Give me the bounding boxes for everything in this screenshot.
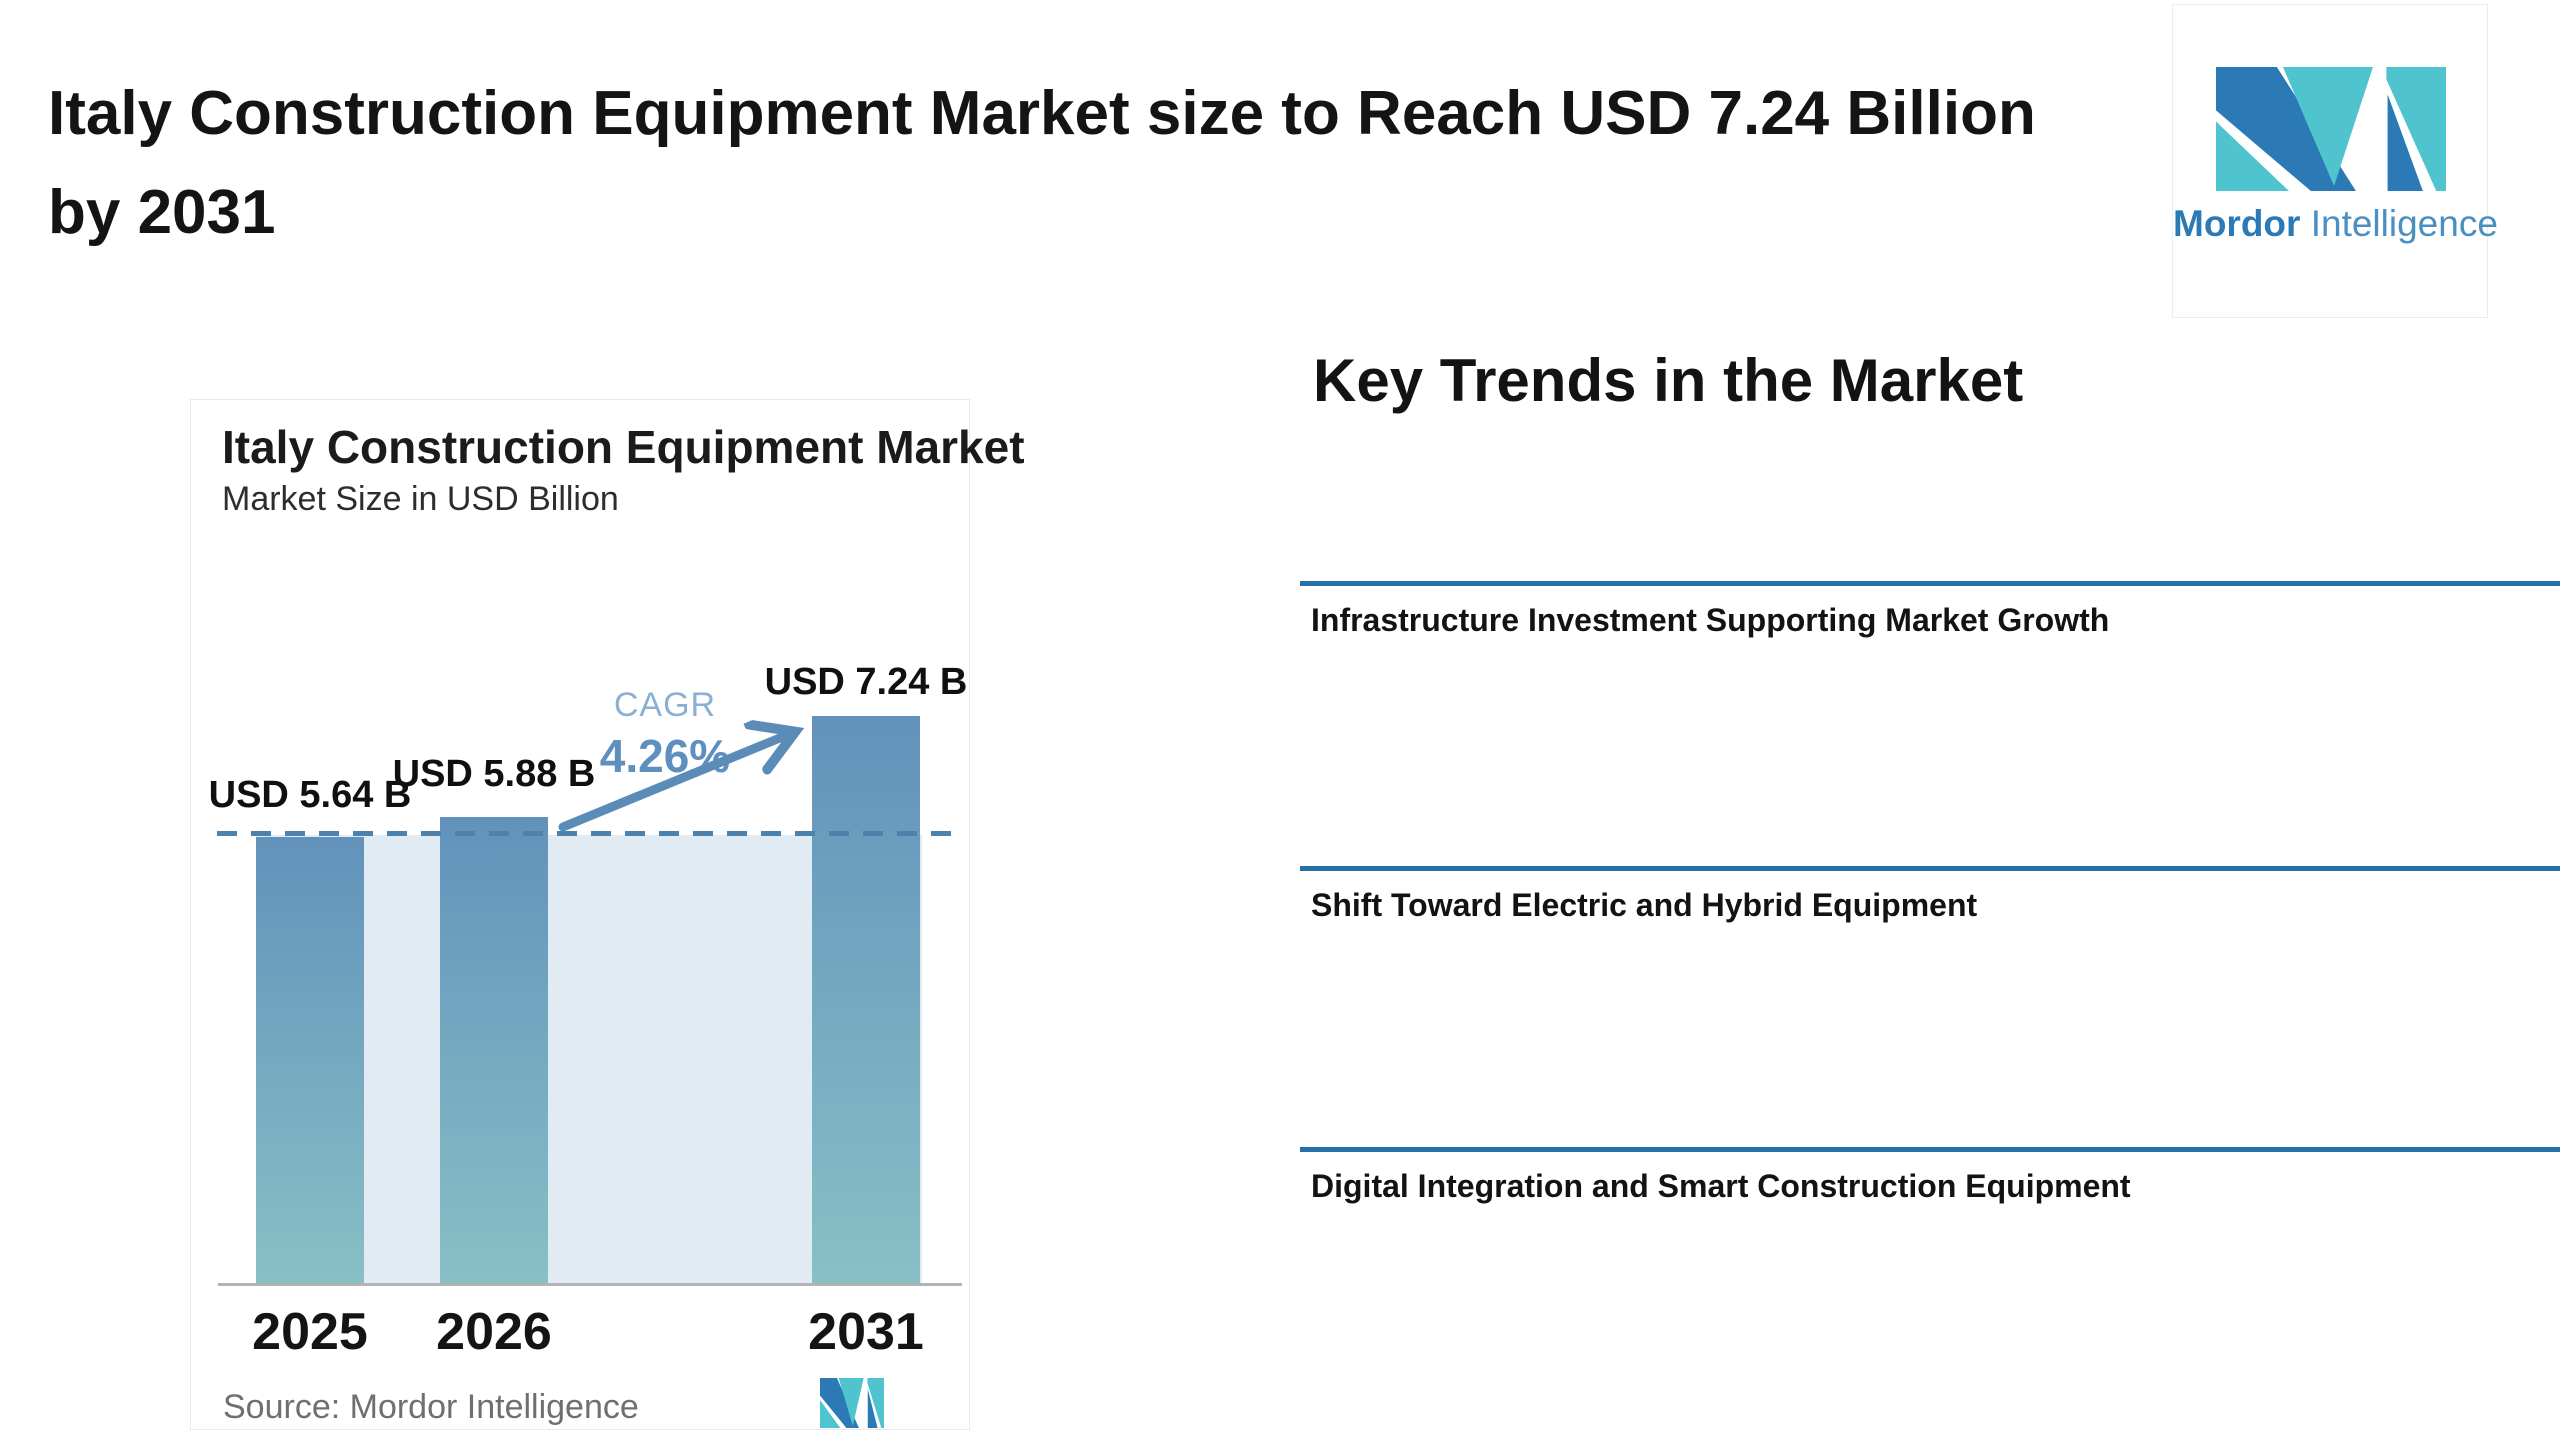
x-axis-label-2031: 2031 (808, 1303, 924, 1361)
chart-brand-mark-icon (820, 1378, 884, 1428)
bar-value-label-2026: USD 5.88 B (392, 753, 596, 795)
page-title-line-2: by 2031 (48, 178, 276, 247)
mordor-logo-icon (2216, 67, 2446, 191)
trend-divider-3 (1300, 1147, 2560, 1152)
growth-arrow-icon (558, 675, 830, 832)
cagr-value: 4.26% (599, 730, 731, 782)
plot-backdrop (256, 835, 922, 1284)
key-trends-heading: Key Trends in the Market (1313, 347, 2024, 414)
cagr-label: CAGR (613, 686, 717, 724)
x-axis-label-2026: 2026 (436, 1303, 552, 1361)
brand-word-intelligence: Intelligence (2310, 203, 2498, 244)
bar-2031 (812, 716, 920, 1284)
baseline-dashed-line (217, 831, 957, 836)
trend-title-3: Digital Integration and Smart Constructi… (1311, 1168, 2131, 1204)
trend-divider-1 (1300, 581, 2560, 586)
trend-divider-2 (1300, 866, 2560, 871)
bar-2025 (256, 837, 364, 1284)
cagr-annotation: CAGR 4.26% (560, 686, 770, 783)
brand-logo-card: Mordor Intelligence (2172, 4, 2498, 318)
brand-wordmark: Mordor Intelligence (2173, 203, 2498, 245)
trend-title-2: Shift Toward Electric and Hybrid Equipme… (1311, 887, 1978, 923)
chart-subtitle: Market Size in USD Billion (222, 480, 619, 518)
chart-title: Italy Construction Equipment Market (222, 421, 1025, 473)
bar-value-label-2031: USD 7.24 B (764, 661, 968, 703)
x-axis-label-2025: 2025 (252, 1303, 368, 1361)
x-axis-line (218, 1283, 962, 1286)
bar-2026 (440, 817, 548, 1284)
brand-word-mordor: Mordor (2173, 203, 2301, 244)
source-note: Source: Mordor Intelligence (223, 1388, 639, 1426)
page-title-line-1: Italy Construction Equipment Market size… (48, 79, 2036, 148)
page-title: Italy Construction Equipment Market size… (48, 64, 2158, 262)
trend-title-1: Infrastructure Investment Supporting Mar… (1311, 602, 2110, 638)
bar-value-label-2025: USD 5.64 B (208, 774, 412, 816)
